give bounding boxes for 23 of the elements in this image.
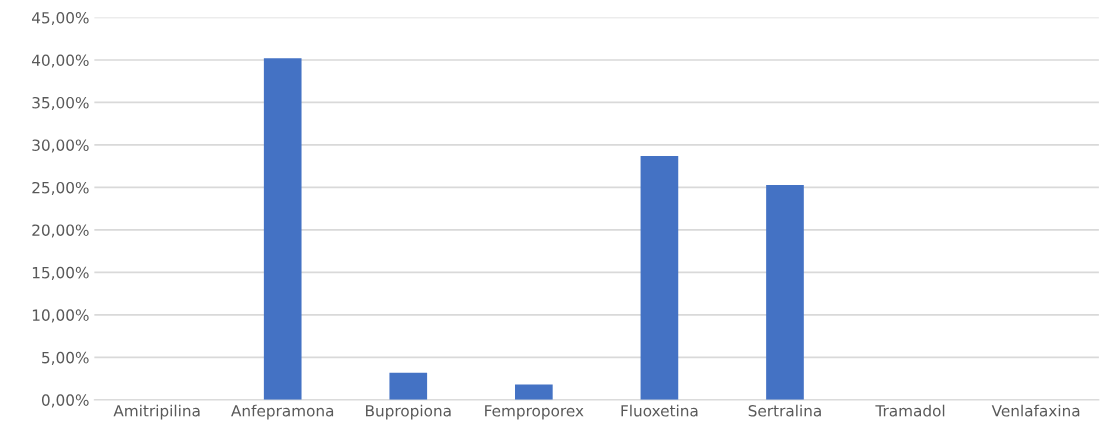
x-tick-label: Amitripilina <box>113 404 200 420</box>
y-tick-label: 25,00% <box>32 181 89 195</box>
bar <box>640 155 679 400</box>
x-tick-label: Sertralina <box>748 404 821 417</box>
x-tick-label: Tramadol <box>875 404 945 417</box>
x-tick-label: Femproporex <box>485 405 584 420</box>
bar <box>766 184 804 400</box>
bar <box>263 58 302 400</box>
bar <box>515 384 553 400</box>
y-tick-label: 45,00% <box>31 11 89 26</box>
x-tick-label: Venlafaxina <box>991 404 1080 417</box>
x-tick-label: Anfepramona <box>231 404 334 420</box>
y-tick-label: 30,00% <box>32 139 89 153</box>
y-tick-label: 10,00% <box>32 309 89 323</box>
y-tick-label: 35,00% <box>32 96 89 111</box>
y-tick-label: 0,00% <box>41 394 89 408</box>
x-tick-label: Bupropiona <box>366 404 451 420</box>
y-tick-label: 40,00% <box>31 54 89 68</box>
x-tick-label: Fluoxetina <box>621 404 698 417</box>
y-tick-label: 15,00% <box>32 266 89 280</box>
y-tick-label: 5,00% <box>42 351 89 365</box>
y-tick-label: 20,00% <box>32 224 89 238</box>
bar <box>389 372 428 400</box>
